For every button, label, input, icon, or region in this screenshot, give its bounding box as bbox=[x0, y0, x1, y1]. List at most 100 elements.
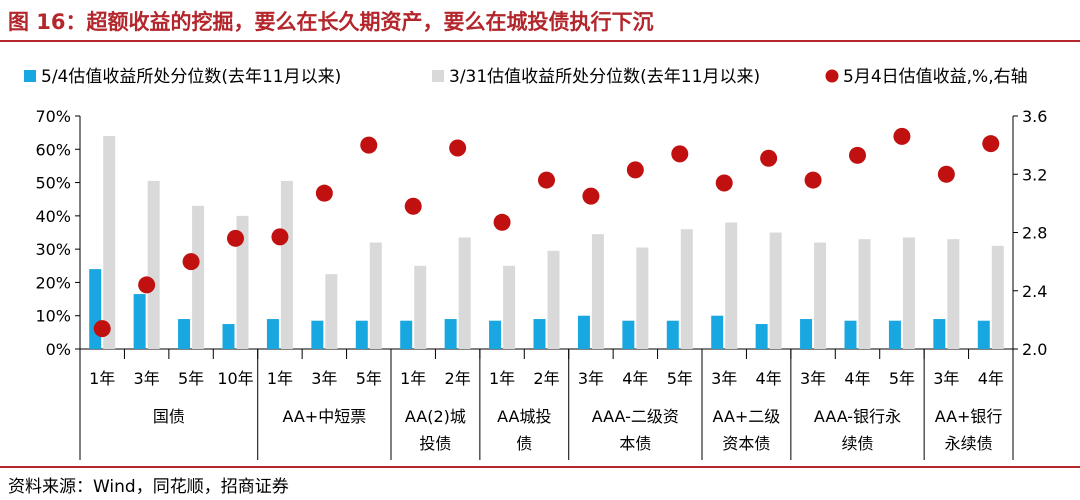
group-label: 投债 bbox=[419, 434, 451, 453]
bar-series-2 bbox=[414, 265, 427, 349]
point-series-3 bbox=[538, 171, 555, 189]
bar-series-2 bbox=[591, 234, 604, 349]
x-tick-label: 3年 bbox=[134, 369, 160, 388]
y-left-tick-label: 70% bbox=[35, 107, 71, 126]
bar-series-2 bbox=[458, 237, 471, 349]
point-series-3 bbox=[93, 320, 111, 338]
bar-series-2 bbox=[947, 239, 960, 349]
bar-series-1 bbox=[311, 320, 324, 349]
x-tick-label: 4年 bbox=[844, 369, 870, 388]
point-series-3 bbox=[893, 127, 911, 145]
x-tick-label: 3年 bbox=[933, 369, 959, 388]
x-tick-label: 3年 bbox=[711, 369, 737, 388]
bar-series-1 bbox=[800, 319, 813, 349]
bar-series-1 bbox=[533, 319, 546, 349]
y-left-tick-label: 50% bbox=[35, 174, 71, 193]
y-right-tick-label: 2.0 bbox=[1022, 340, 1047, 359]
x-tick-label: 5年 bbox=[889, 369, 915, 388]
y-left-tick-label: 40% bbox=[35, 207, 71, 226]
x-tick-label: 2年 bbox=[533, 369, 559, 388]
bar-series-1 bbox=[355, 320, 368, 349]
group-label: 国债 bbox=[153, 407, 185, 426]
point-series-3 bbox=[138, 276, 156, 294]
bar-series-1 bbox=[888, 320, 901, 349]
title-divider bbox=[0, 40, 1080, 42]
group-label: AA+中短票 bbox=[282, 407, 366, 426]
bar-series-1 bbox=[222, 324, 235, 349]
bar-series-2 bbox=[236, 215, 249, 349]
bar-series-1 bbox=[622, 320, 635, 349]
point-series-3 bbox=[315, 184, 333, 202]
bar-series-2 bbox=[769, 232, 782, 349]
y-left-tick-label: 0% bbox=[46, 340, 71, 359]
y-right-tick-label: 3.6 bbox=[1022, 107, 1047, 126]
point-series-3 bbox=[360, 136, 378, 154]
y-right-tick-label: 2.8 bbox=[1022, 224, 1047, 243]
chart: 5/4估值收益所处分位数(去年11月以来) 3/31估值收益所处分位数(去年11月… bbox=[24, 67, 1047, 460]
x-tick-label: 4年 bbox=[978, 369, 1004, 388]
point-series-3 bbox=[626, 161, 644, 179]
bar-series-1 bbox=[844, 320, 857, 349]
source-note: 资料来源：Wind，同花顺，招商证券 bbox=[8, 477, 289, 497]
y-right-tick-label: 3.2 bbox=[1022, 165, 1047, 184]
group-label: 资本债 bbox=[722, 434, 770, 453]
x-tick-label: 3年 bbox=[311, 369, 337, 388]
bar-series-1 bbox=[577, 315, 590, 349]
point-series-3 bbox=[271, 228, 289, 246]
bar-series-1 bbox=[133, 294, 146, 349]
point-series-3 bbox=[182, 253, 200, 271]
point-series-3 bbox=[493, 213, 511, 231]
bar-series-2 bbox=[725, 222, 738, 349]
figure-title: 图 16：超额收益的挖掘，要么在长久期资产，要么在城投债执行下沉 bbox=[8, 10, 654, 34]
x-tick-label: 1年 bbox=[489, 369, 515, 388]
group-label: AAA-银行永 bbox=[814, 407, 901, 426]
x-tick-label: 5年 bbox=[356, 369, 382, 388]
bar-series-1 bbox=[400, 320, 413, 349]
legend-marker-2 bbox=[432, 70, 444, 82]
point-series-3 bbox=[982, 135, 1000, 153]
x-tick-label: 10年 bbox=[217, 369, 253, 388]
point-series-3 bbox=[715, 174, 733, 192]
bar-series-1 bbox=[178, 319, 191, 349]
bar-series-2 bbox=[547, 250, 560, 349]
bar-series-2 bbox=[103, 135, 116, 349]
group-label: 续债 bbox=[841, 434, 873, 453]
bar-series-2 bbox=[680, 229, 693, 349]
group-label: AA(2)城 bbox=[405, 407, 466, 426]
group-label: AA城投 bbox=[497, 407, 551, 426]
x-tick-label: 4年 bbox=[622, 369, 648, 388]
bar-series-1 bbox=[666, 320, 679, 349]
group-label: AA+银行 bbox=[935, 407, 1003, 426]
legend-label-1: 5/4估值收益所处分位数(去年11月以来) bbox=[41, 67, 341, 87]
legend-label-2: 3/31估值收益所处分位数(去年11月以来) bbox=[449, 67, 760, 87]
x-tick-label: 3年 bbox=[578, 369, 604, 388]
bar-series-1 bbox=[755, 324, 768, 349]
bar-series-1 bbox=[444, 319, 457, 349]
group-label: AA+二级 bbox=[713, 407, 781, 426]
point-series-3 bbox=[404, 197, 422, 215]
bar-series-1 bbox=[89, 269, 102, 349]
bar-series-2 bbox=[325, 274, 338, 349]
bar-series-2 bbox=[192, 205, 205, 349]
bar-series-2 bbox=[147, 180, 160, 349]
legend-label-3: 5月4日估值收益,%,右轴 bbox=[843, 67, 1028, 87]
bar-series-2 bbox=[503, 265, 516, 349]
y-left-tick-label: 20% bbox=[35, 273, 71, 292]
point-series-3 bbox=[227, 229, 244, 247]
bar-series-1 bbox=[266, 319, 279, 349]
bar-series-2 bbox=[280, 180, 293, 349]
bar-series-2 bbox=[369, 242, 382, 349]
bar-series-1 bbox=[711, 315, 724, 349]
bar-series-2 bbox=[814, 242, 827, 349]
y-left-tick-label: 30% bbox=[35, 240, 71, 259]
y-right-tick-label: 2.4 bbox=[1022, 282, 1047, 301]
x-tick-label: 1年 bbox=[400, 369, 426, 388]
y-left-tick-label: 60% bbox=[35, 140, 71, 159]
point-series-3 bbox=[760, 149, 778, 167]
x-tick-label: 5年 bbox=[178, 369, 204, 388]
bar-series-2 bbox=[902, 237, 915, 349]
x-tick-label: 3年 bbox=[800, 369, 826, 388]
x-tick-label: 5年 bbox=[667, 369, 693, 388]
point-series-3 bbox=[449, 139, 467, 157]
point-series-3 bbox=[671, 145, 689, 163]
